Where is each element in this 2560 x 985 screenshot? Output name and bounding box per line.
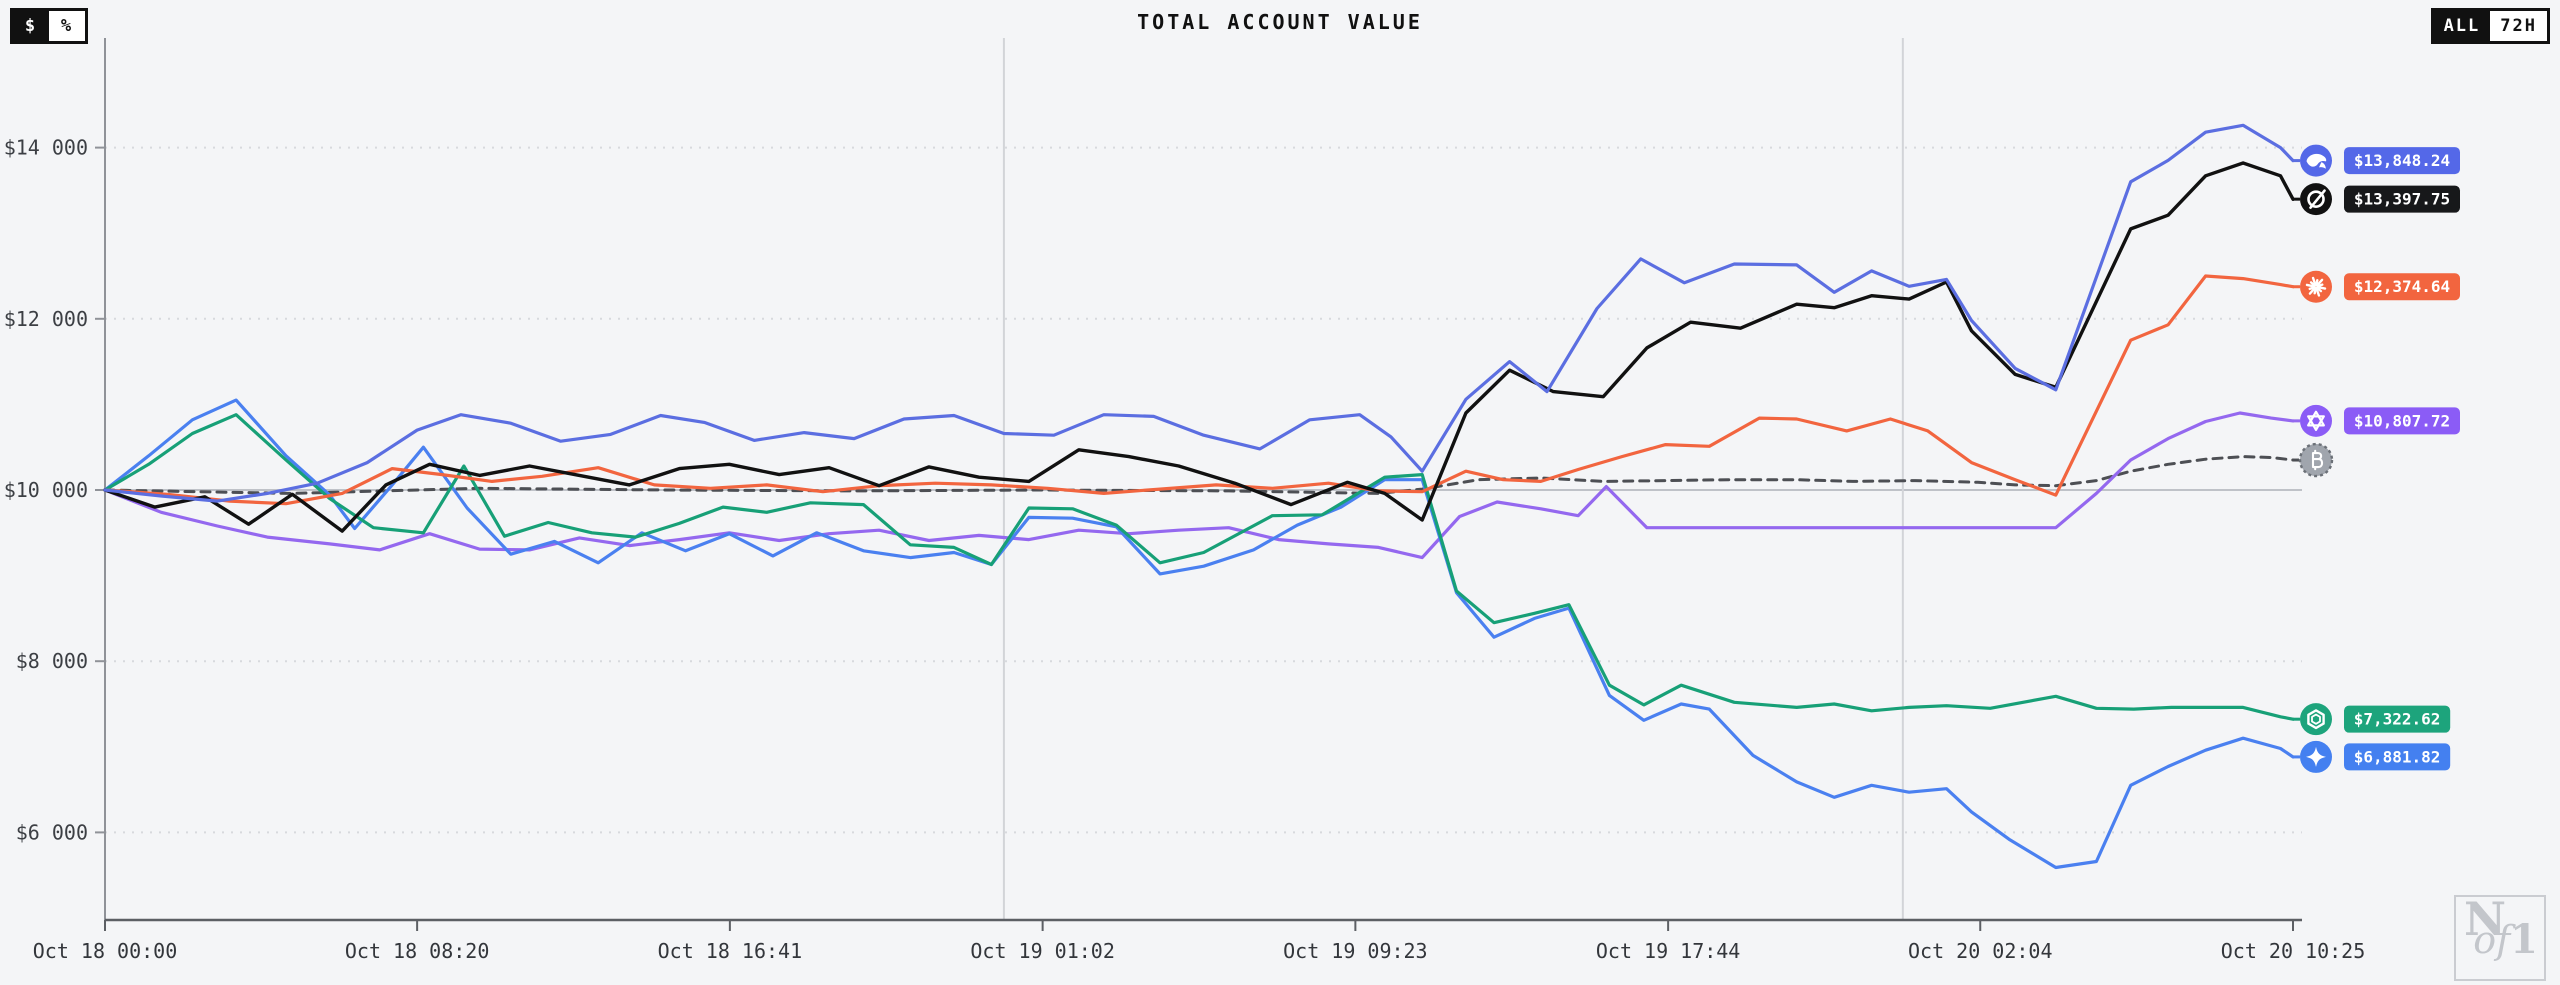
whale-body [2306,153,2327,167]
series-line-deepseek [103,123,2295,503]
x-tick-label: Oct 20 10:25 [2221,939,2366,963]
tri-knot-icon [2300,404,2332,437]
nof1-logo-n: N [2464,892,2507,946]
y-tick-label: $12 000 [4,307,88,331]
x-tick-label: Oct 19 01:02 [970,939,1115,963]
series-line-bitcoin [103,455,2295,495]
series-badge-gemini: $6,881.82 [2344,743,2451,771]
unit-toggle: $ % [10,8,88,44]
series-marker-deepseek [2300,144,2332,177]
starburst-icon [2300,270,2332,303]
x-tick-label: Oct 20 02:04 [1908,939,2053,963]
series-marker-bitcoin [2298,442,2334,478]
whale-tail [2319,162,2326,169]
x-tick-label: Oct 18 08:20 [345,939,490,963]
x-tick-label: Oct 19 17:44 [1596,939,1741,963]
unit-percent-button[interactable]: % [49,11,85,41]
series-badge-value: $13,848.24 [2354,151,2450,170]
page-title: TOTAL ACCOUNT VALUE [1137,10,1423,34]
unit-dollar-button[interactable]: $ [13,11,49,41]
series-badge-value: $6,881.82 [2354,747,2441,766]
series-badge-deepseek: $13,848.24 [2344,147,2460,175]
nof1-logo-of1: of1 [2473,915,2538,963]
series-badge-value: $13,397.75 [2354,190,2450,209]
series-badge-claude: $12,374.64 [2344,273,2460,301]
series-marker-claude [2300,270,2332,303]
series-marker-gemini [2300,740,2332,773]
range-toggle: ALL 72H [2430,8,2550,44]
x-tick-label: Oct 18 00:00 [33,939,178,963]
y-tick-label: $14 000 [4,136,88,160]
series-marker-grok [2300,183,2332,216]
series-badge-qwen: $10,807.72 [2344,407,2460,435]
series-badge-value: $7,322.62 [2354,710,2441,729]
x-tick-label: Oct 18 16:41 [658,939,803,963]
range-all-button[interactable]: ALL [2433,11,2491,41]
x-tick-label: Oct 19 09:23 [1283,939,1428,963]
series-badge-grok: $13,397.75 [2344,185,2460,213]
series-marker-chatgpt [2300,703,2332,736]
series-line-claude [103,274,2295,506]
series-line-chatgpt [103,413,2295,721]
openai-knot-icon [2300,703,2332,736]
series-line-gemini [103,398,2295,870]
sparkle-shape [2306,746,2326,767]
series-line-grok [103,161,2295,533]
series-badge-value: $12,374.64 [2354,277,2450,296]
nof1-logo: N of1 [2454,895,2546,981]
series-badge-value: $10,807.72 [2354,411,2450,430]
series-line-qwen [103,411,2295,560]
range-72h-button[interactable]: 72H [2490,11,2547,41]
y-tick-label: $6 000 [16,820,88,844]
series-marker-qwen [2300,404,2332,437]
y-tick-label: $8 000 [16,649,88,673]
y-tick-label: $10 000 [4,478,88,502]
series-badge-chatgpt: $7,322.62 [2344,705,2451,733]
